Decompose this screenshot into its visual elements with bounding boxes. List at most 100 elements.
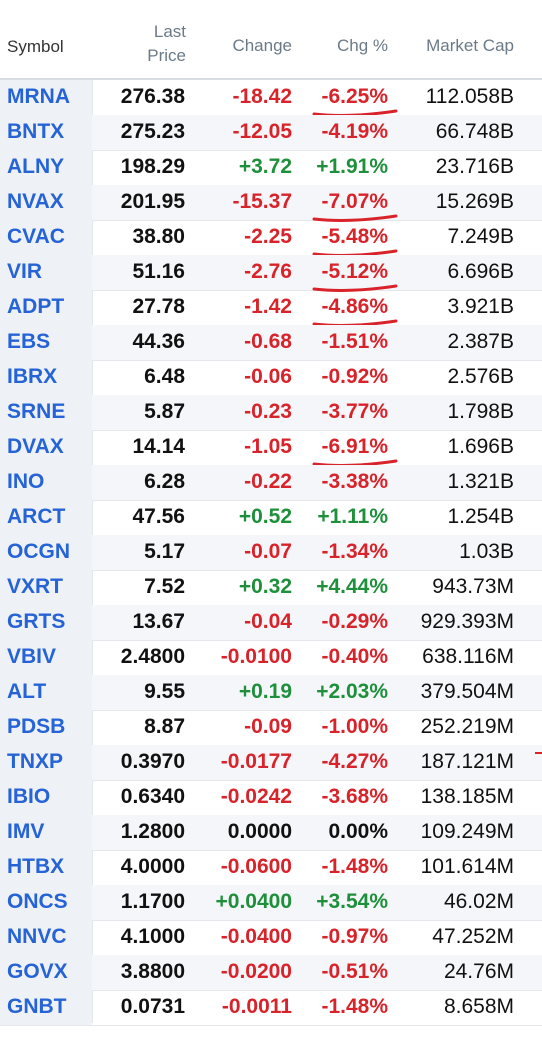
symbol-cell-background xyxy=(0,780,92,815)
symbol-link[interactable]: NVAX xyxy=(7,190,64,213)
table-row[interactable]: DVAX 14.14 -1.05 -6.91% 1.696B xyxy=(0,430,542,467)
table-row[interactable]: GRTS 13.67 -0.04 -0.29% 929.393M xyxy=(0,605,542,641)
table-row[interactable]: ARCT 47.56 +0.52 +1.11% 1.254B xyxy=(0,500,542,536)
change-percent-cell: -3.68% xyxy=(321,785,388,808)
symbol-link[interactable]: IBRX xyxy=(7,365,58,388)
table-row[interactable]: IMV 1.2800 0.0000 0.00% 109.249M xyxy=(0,815,542,851)
table-row[interactable]: ONCS 1.1700 +0.0400 +3.54% 46.02M xyxy=(0,885,542,921)
symbol-link[interactable]: NNVC xyxy=(7,925,67,948)
change-cell: -0.0400 xyxy=(220,925,292,948)
market-cap-cell: 187.121M xyxy=(420,750,514,773)
market-cap-cell: 66.748B xyxy=(435,120,514,143)
header-market-cap[interactable]: Market Cap xyxy=(426,36,514,55)
table-row[interactable]: ALT 9.55 +0.19 +2.03% 379.504M xyxy=(0,675,542,711)
symbol-link[interactable]: ADPT xyxy=(7,295,65,318)
symbol-link[interactable]: ALNY xyxy=(7,155,65,178)
last-price-cell: 6.48 xyxy=(144,365,185,388)
change-percent-cell: -1.00% xyxy=(321,715,388,738)
symbol-link[interactable]: GOVX xyxy=(7,960,68,983)
symbol-link[interactable]: PDSB xyxy=(7,715,66,738)
symbol-link[interactable]: DVAX xyxy=(7,435,64,458)
market-cap-cell: 929.393M xyxy=(420,610,514,633)
symbol-link[interactable]: SRNE xyxy=(7,400,66,423)
symbol-link[interactable]: BNTX xyxy=(7,120,65,143)
symbol-link[interactable]: ARCT xyxy=(7,505,66,528)
market-cap-cell: 24.76M xyxy=(443,960,514,983)
symbol-link[interactable]: VIR xyxy=(7,260,43,283)
table-row[interactable]: ALNY 198.29 +3.72 +1.91% 23.716B xyxy=(0,150,542,186)
symbol-link[interactable]: VXRT xyxy=(7,575,64,598)
symbol-cell-background xyxy=(0,815,92,850)
table-row[interactable]: VXRT 7.52 +0.32 +4.44% 943.73M xyxy=(0,570,542,606)
change-percent-cell: -6.91% xyxy=(321,435,388,458)
last-price-cell: 201.95 xyxy=(120,190,185,213)
symbol-link[interactable]: CVAC xyxy=(7,225,65,248)
table-row[interactable]: EBS 44.36 -0.68 -1.51% 2.387B xyxy=(0,325,542,361)
symbol-cell-background xyxy=(0,535,92,570)
table-row[interactable]: IBRX 6.48 -0.06 -0.92% 2.576B xyxy=(0,360,542,396)
table-row[interactable]: VBIV 2.4800 -0.0100 -0.40% 638.116M xyxy=(0,640,542,676)
table-row[interactable]: PDSB 8.87 -0.09 -1.00% 252.219M xyxy=(0,710,542,746)
change-percent-cell: -3.77% xyxy=(321,400,388,423)
symbol-cell-background xyxy=(0,360,92,395)
table-row[interactable]: INO 6.28 -0.22 -3.38% 1.321B xyxy=(0,465,542,501)
symbol-cell-background xyxy=(0,255,92,290)
symbol-link[interactable]: ONCS xyxy=(7,890,68,913)
change-cell: -12.05 xyxy=(232,120,292,143)
change-cell: -18.42 xyxy=(232,85,292,108)
symbol-link[interactable]: EBS xyxy=(7,330,51,353)
last-price-cell: 4.1000 xyxy=(120,925,185,948)
change-percent-cell: +3.54% xyxy=(316,890,388,913)
table-row[interactable]: GNBT 0.0731 -0.0011 -1.48% 8.658M xyxy=(0,990,542,1026)
market-cap-cell: 1.696B xyxy=(447,435,514,458)
last-price-cell: 27.78 xyxy=(132,295,185,318)
symbol-link[interactable]: MRNA xyxy=(7,85,70,108)
symbol-link[interactable]: ALT xyxy=(7,680,47,703)
symbol-cell-background xyxy=(0,710,92,745)
symbol-link[interactable]: OCGN xyxy=(7,540,70,563)
last-price-cell: 0.6340 xyxy=(120,785,185,808)
table-row[interactable]: BNTX 275.23 -12.05 -4.19% 66.748B xyxy=(0,115,542,151)
market-cap-cell: 112.058B xyxy=(425,85,514,108)
table-row[interactable]: VIR 51.16 -2.76 -5.12% 6.696B xyxy=(0,255,542,292)
header-chg-pct[interactable]: Chg % xyxy=(336,36,388,55)
header-change[interactable]: Change xyxy=(232,36,292,55)
table-row[interactable]: IBIO 0.6340 -0.0242 -3.68% 138.185M xyxy=(0,780,542,816)
table-row[interactable]: SRNE 5.87 -0.23 -3.77% 1.798B xyxy=(0,395,542,431)
symbol-link[interactable]: IBIO xyxy=(7,785,51,808)
table-row[interactable]: GOVX 3.8800 -0.0200 -0.51% 24.76M xyxy=(0,955,542,991)
symbol-cell-background xyxy=(0,185,92,220)
symbol-cell-background xyxy=(0,465,92,500)
table-row[interactable]: NVAX 201.95 -15.37 -7.07% 15.269B xyxy=(0,185,542,222)
market-cap-cell: 1.321B xyxy=(447,470,514,493)
table-row[interactable]: HTBX 4.0000 -0.0600 -1.48% 101.614M xyxy=(0,850,542,886)
last-price-cell: 44.36 xyxy=(132,330,185,353)
table-row[interactable]: TNXP 0.3970 -0.0177 -4.27% 187.121M xyxy=(0,745,542,781)
last-price-cell: 1.1700 xyxy=(120,890,185,913)
table-row[interactable]: NNVC 4.1000 -0.0400 -0.97% 47.252M xyxy=(0,920,542,956)
change-cell: -0.0200 xyxy=(220,960,292,983)
change-percent-cell: 0.00% xyxy=(328,820,388,843)
symbol-link[interactable]: GNBT xyxy=(7,995,67,1018)
symbol-link[interactable]: GRTS xyxy=(7,610,66,633)
symbol-cell-background xyxy=(0,920,92,955)
change-percent-cell: -7.07% xyxy=(321,190,388,213)
header-symbol[interactable]: Symbol xyxy=(7,37,64,56)
table-row[interactable]: OCGN 5.17 -0.07 -1.34% 1.03B xyxy=(0,535,542,571)
symbol-link[interactable]: IMV xyxy=(7,820,45,843)
table-row[interactable]: MRNA 276.38 -18.42 -6.25% 112.058B xyxy=(0,80,542,117)
symbol-cell-background xyxy=(0,885,92,920)
symbol-cell-background xyxy=(0,115,92,150)
symbol-link[interactable]: HTBX xyxy=(7,855,65,878)
table-row[interactable]: ADPT 27.78 -1.42 -4.86% 3.921B xyxy=(0,290,542,327)
change-cell: -0.09 xyxy=(244,715,292,738)
table-row[interactable]: CVAC 38.80 -2.25 -5.48% 7.249B xyxy=(0,220,542,257)
market-cap-cell: 15.269B xyxy=(435,190,514,213)
last-price-cell: 7.52 xyxy=(144,575,185,598)
change-cell: +3.72 xyxy=(238,155,292,178)
symbol-link[interactable]: VBIV xyxy=(7,645,57,668)
header-last-price[interactable]: Last Price xyxy=(147,20,186,68)
symbol-link[interactable]: INO xyxy=(7,470,45,493)
symbol-link[interactable]: TNXP xyxy=(7,750,64,773)
market-cap-cell: 379.504M xyxy=(420,680,514,703)
